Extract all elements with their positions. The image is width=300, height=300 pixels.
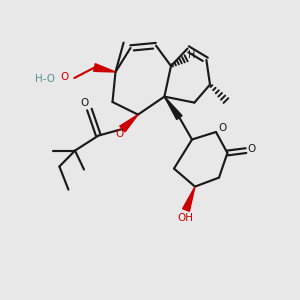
Text: O: O — [60, 72, 68, 82]
Text: O: O — [81, 98, 89, 109]
Polygon shape — [164, 97, 182, 119]
Polygon shape — [94, 64, 116, 72]
Text: H-O: H-O — [35, 74, 55, 85]
Text: OH: OH — [177, 213, 194, 224]
Text: O: O — [248, 144, 256, 154]
Text: O: O — [218, 123, 227, 134]
Polygon shape — [183, 187, 195, 211]
Text: H: H — [188, 50, 195, 60]
Polygon shape — [120, 115, 138, 132]
Text: O: O — [116, 129, 124, 140]
